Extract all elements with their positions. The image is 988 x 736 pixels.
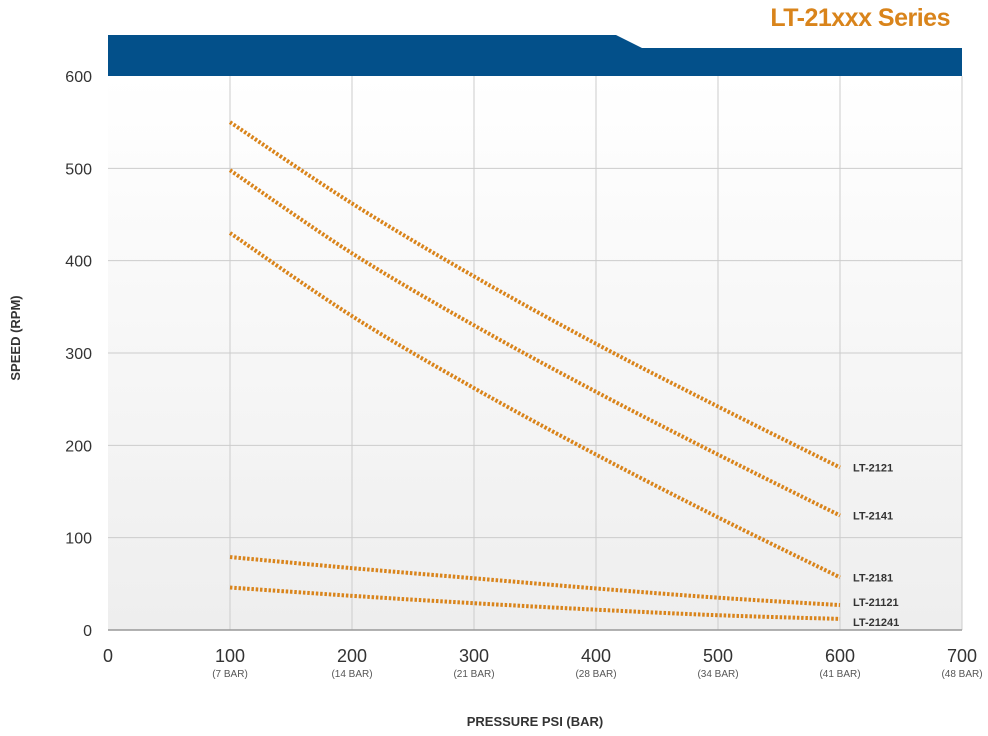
y-tick-label: 100: [65, 531, 92, 548]
header-banner: [108, 35, 962, 76]
x-tick-sublabel: (48 BAR): [941, 669, 982, 680]
series-line-lt-2141: [228, 168, 841, 518]
x-tick-sublabel: (41 BAR): [819, 669, 860, 680]
series-label-lt-21241: LT-21241: [853, 617, 899, 629]
x-tick-label: 600: [825, 646, 855, 666]
x-tick-label: 700: [947, 646, 977, 666]
x-tick-sublabel: (21 BAR): [453, 669, 494, 680]
y-tick-label: 500: [65, 161, 92, 178]
series-line-lt-2121: [228, 120, 841, 470]
x-tick-label: 300: [459, 646, 489, 666]
y-tick-label: 600: [65, 69, 92, 86]
y-tick-label: 300: [65, 346, 92, 363]
series-label-lt-2141: LT-2141: [853, 511, 893, 523]
x-tick-sublabel: (7 BAR): [212, 669, 248, 680]
x-tick-label: 100: [215, 646, 245, 666]
x-tick-label: 0: [103, 646, 113, 666]
y-tick-label: 0: [83, 623, 92, 640]
grid-lines: [108, 76, 963, 630]
y-tick-label: 400: [65, 254, 92, 271]
x-tick-sublabel: (28 BAR): [575, 669, 616, 680]
series-title: LT-21xxx Series: [770, 4, 950, 32]
x-tick-sublabel: (14 BAR): [331, 669, 372, 680]
series-line-lt-2181: [228, 231, 841, 580]
y-tick-label: 200: [65, 438, 92, 455]
axes: 0 100 200 300 400 500 600 0 100 (7 BAR) 200 (14 BAR…: [65, 69, 982, 680]
series-lines: LT-2121 LT-2141 LT-2181 LT-21121 LT-21241: [228, 120, 899, 629]
x-tick-label: 500: [703, 646, 733, 666]
x-tick-label: 400: [581, 646, 611, 666]
y-axis-label: SPEED (RPM): [8, 295, 23, 380]
x-tick-sublabel: (34 BAR): [697, 669, 738, 680]
x-axis-label: PRESSURE PSI (BAR): [467, 714, 604, 729]
series-label-lt-2121: LT-2121: [853, 462, 893, 474]
series-label-lt-2181: LT-2181: [853, 572, 893, 584]
series-line-lt-21241: [229, 585, 841, 621]
x-tick-label: 200: [337, 646, 367, 666]
series-label-lt-21121: LT-21121: [853, 597, 899, 609]
series-line-lt-21121: [229, 555, 841, 608]
